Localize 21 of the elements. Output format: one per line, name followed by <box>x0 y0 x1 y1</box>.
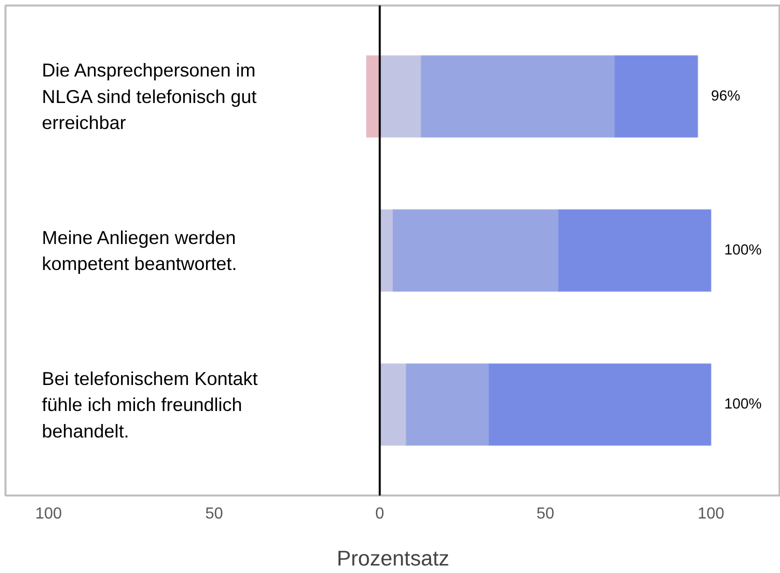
bar <box>379 363 407 446</box>
x-tick-label: 50 <box>205 506 224 522</box>
annotation: 100% <box>724 396 762 413</box>
bar <box>614 55 698 138</box>
x-tick-label: 0 <box>375 506 384 522</box>
annotation: 96% <box>710 88 740 104</box>
x-tick-label: 100 <box>35 506 62 522</box>
x-tick-label: 100 <box>698 506 724 522</box>
bar <box>420 55 616 138</box>
x-tick-label: 50 <box>536 506 554 522</box>
bar <box>488 363 712 446</box>
x-axis-title: Prozentsatz <box>336 546 450 570</box>
annotation: 100% <box>724 242 762 258</box>
bar <box>406 363 490 446</box>
bar <box>558 209 712 292</box>
y-tick-label: Bei telefonischem Kontakt fühle ich mich freundlich behandelt. <box>42 368 258 442</box>
bar <box>366 55 380 138</box>
bar <box>392 209 560 292</box>
bar <box>379 55 422 138</box>
y-tick-label: Meine Anliegen werden kompetent beantwortet. <box>42 226 237 274</box>
y-tick-label: Die Ansprechpersonen im NLGA sind telefonisch gut erreichbar <box>42 60 258 134</box>
